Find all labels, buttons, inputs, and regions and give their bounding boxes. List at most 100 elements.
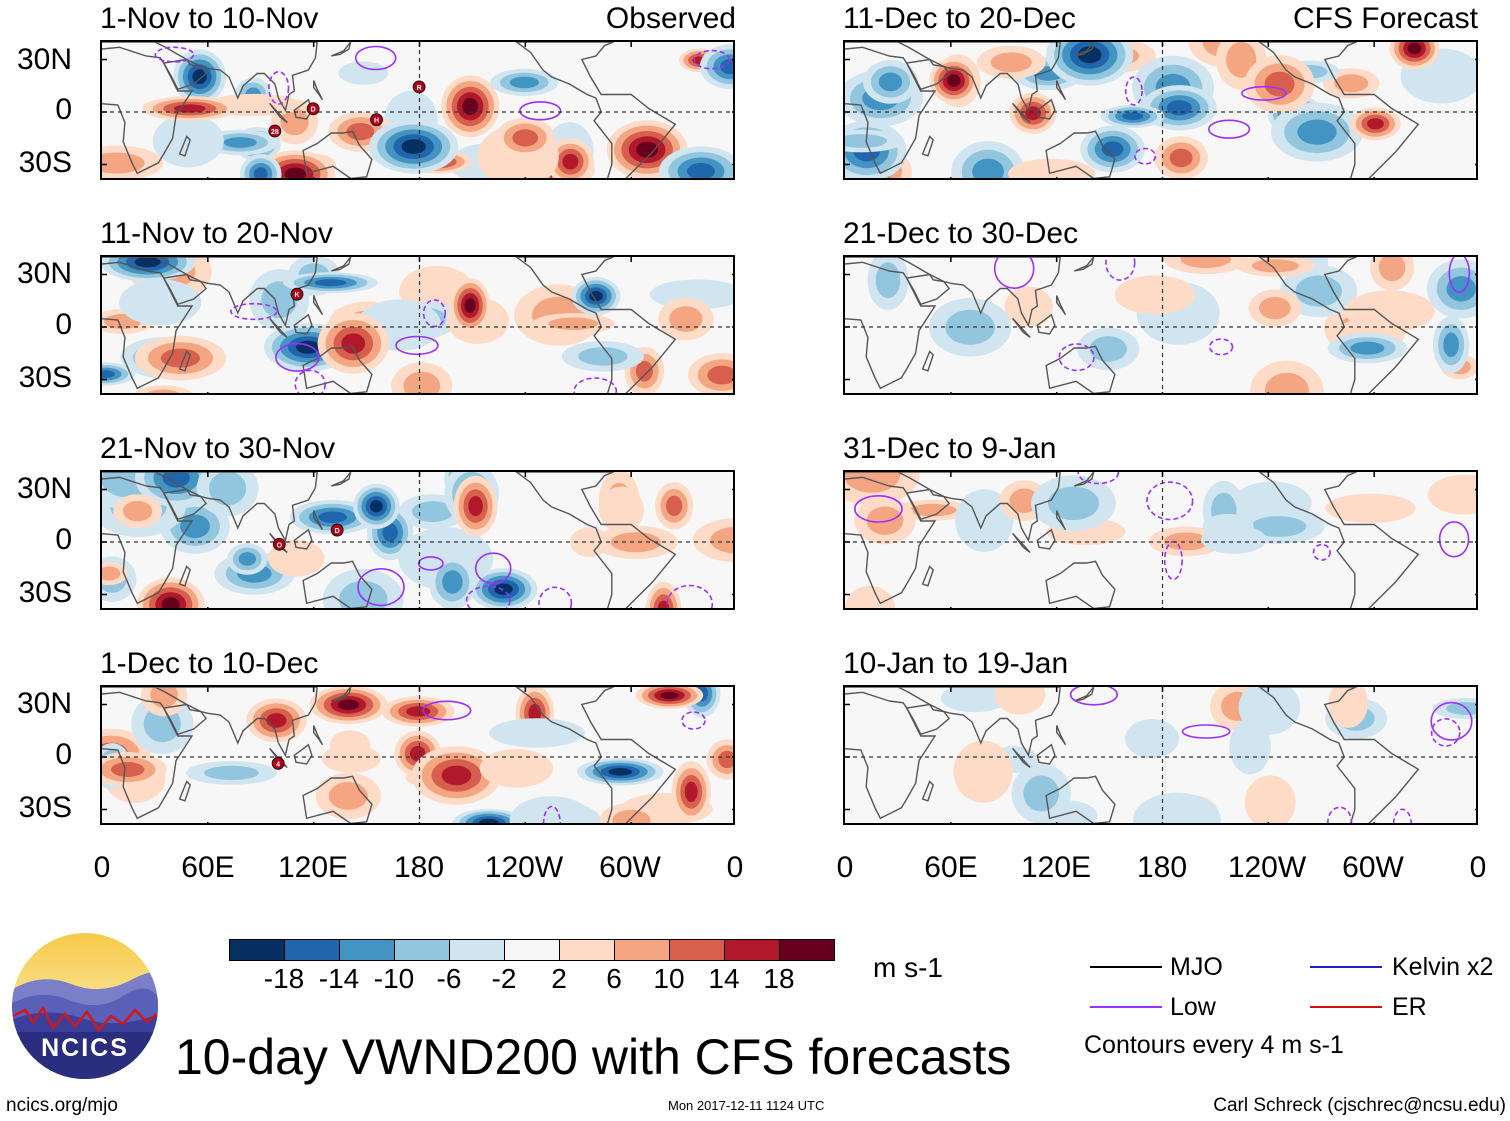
coastline <box>302 345 373 393</box>
anomaly-shade <box>598 486 644 533</box>
anomaly-shade <box>1180 257 1231 269</box>
coastline <box>1258 42 1420 178</box>
anomaly-shade <box>1427 474 1476 515</box>
lat-label-eq: 0 <box>55 93 72 126</box>
colorbar-swatch <box>284 939 340 961</box>
coastline <box>162 703 208 736</box>
anomaly-shade <box>1166 100 1192 116</box>
coastline <box>162 488 208 521</box>
colorbar-tick-label: 14 <box>708 963 740 994</box>
anomaly-shade <box>1325 493 1416 523</box>
low-contour <box>1124 76 1143 106</box>
low-contour <box>422 299 447 328</box>
anomaly-shade <box>1023 775 1059 812</box>
storm-marker: D <box>330 523 344 537</box>
coastline <box>178 350 192 372</box>
anomaly-shade <box>612 809 651 823</box>
coastline <box>269 317 288 339</box>
coastline <box>102 261 194 390</box>
anomaly-shade <box>314 279 347 287</box>
lon-label-120e: 120E <box>277 851 349 884</box>
coastline <box>1074 687 1095 702</box>
map-plot <box>845 42 1476 178</box>
coastline <box>1258 472 1420 608</box>
anomaly-shade <box>1114 275 1196 315</box>
anomaly-shade <box>710 526 733 554</box>
coastline <box>515 687 677 823</box>
lon-label-60e: 60E <box>924 851 978 884</box>
anomaly-shade <box>479 818 499 823</box>
anomaly-shade <box>238 552 256 566</box>
anomaly-shade <box>589 290 603 302</box>
anomaly-shade <box>152 114 224 168</box>
low-contour <box>1105 257 1136 281</box>
coastline <box>293 528 313 550</box>
coastline <box>515 257 677 393</box>
anomaly-shade <box>687 163 715 178</box>
anomaly-shade <box>1378 257 1406 282</box>
footer-url[interactable]: ncics.org/mjo <box>6 1095 118 1116</box>
coastline <box>515 42 677 178</box>
coastline <box>845 687 1061 758</box>
coastline <box>331 257 352 272</box>
main-title: 10-day VWND200 with CFS forecasts <box>175 1029 1012 1085</box>
anomaly-shade <box>1048 486 1099 521</box>
anomaly-shade <box>209 472 247 506</box>
coastline <box>1012 532 1031 554</box>
coastline <box>1045 775 1116 823</box>
coastline <box>102 691 194 820</box>
anomaly-shade <box>1101 141 1124 157</box>
map-plot: OD <box>102 472 733 608</box>
anomaly-shade <box>1202 513 1254 539</box>
map-panel: 28 D H R <box>100 40 735 180</box>
coastline <box>1012 102 1031 124</box>
storm-marker: H <box>370 113 383 127</box>
forecast-panel-title-1: 11-Dec to 20-Dec <box>843 2 1076 35</box>
coastline <box>312 295 324 316</box>
anomaly-shade <box>866 506 904 535</box>
ncics-logo-graphic <box>12 933 158 1079</box>
low-contour <box>1069 687 1118 706</box>
coastline <box>1055 725 1067 746</box>
low-contour <box>993 257 1035 289</box>
colorbar-tick-label: 2 <box>551 963 567 994</box>
coastline <box>515 472 677 608</box>
anomaly-shade <box>322 744 381 773</box>
colorbar-swatch <box>339 939 395 961</box>
anomaly-shade <box>337 699 360 711</box>
anomaly-shade <box>562 153 579 170</box>
anomaly-shade <box>341 333 366 354</box>
coastline <box>845 261 937 390</box>
low-contour <box>1058 343 1095 372</box>
colorbar-swatch <box>504 939 560 961</box>
anomaly-shade <box>464 298 476 313</box>
coastline <box>1074 257 1095 272</box>
low-contour <box>693 49 731 70</box>
anomaly-shade <box>403 371 441 393</box>
anomaly-shade <box>666 495 683 516</box>
storm-marker: K <box>290 287 304 301</box>
map-plot <box>845 472 1476 608</box>
lat-label-30n: 30N <box>16 687 72 720</box>
anomaly-shade <box>1008 158 1096 178</box>
coastline <box>1074 42 1095 57</box>
low-contour <box>268 71 290 105</box>
storm-marker: O <box>272 537 286 551</box>
anomaly-shade <box>635 360 653 382</box>
anomaly-shade <box>370 500 383 513</box>
anomaly-shade <box>512 129 539 147</box>
colorbar-tick-label: 10 <box>653 963 685 994</box>
low-contour <box>1430 718 1461 747</box>
lon-label-60e: 60E <box>181 851 235 884</box>
logo-text: NCICS <box>41 1034 129 1062</box>
coastline <box>293 98 313 120</box>
svg-text:K: K <box>294 292 299 299</box>
anomaly-shade <box>1077 46 1102 64</box>
observed-panel-title-1: 1-Nov to 10-Nov <box>100 2 319 35</box>
low-contour <box>1312 543 1331 561</box>
lon-label-0-end: 0 <box>726 851 744 884</box>
coastline <box>1036 743 1056 765</box>
coastline <box>1045 130 1116 178</box>
anomaly-shade <box>720 59 733 75</box>
legend-mjo-label: MJO <box>1170 953 1223 981</box>
